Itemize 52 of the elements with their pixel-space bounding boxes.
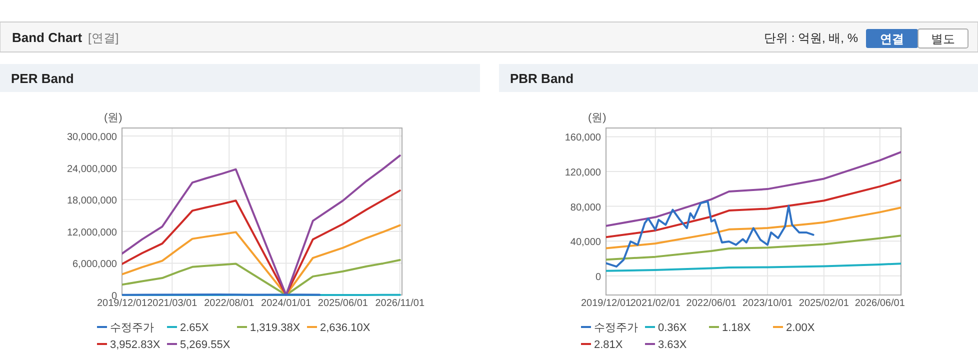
text: Band Chart [12, 30, 83, 45]
legend-label: 수정주가 [594, 322, 638, 334]
y-tick-label: 30,000,000 [66, 132, 118, 143]
line-series [606, 151, 901, 227]
legend-label: 2.81X [594, 339, 624, 351]
line-series [122, 224, 401, 296]
legend-label: 수정주가 [110, 322, 154, 334]
x-tick-label: 2023/10/01 [742, 298, 793, 309]
y-tick-label: 0 [595, 272, 602, 283]
x-tick-label: 2026/11/01 [375, 298, 425, 309]
chart-title: PER Band [11, 71, 74, 86]
x-tick-label: 2022/06/01 [686, 298, 737, 309]
x-tick-label: 2025/06/01 [318, 298, 368, 309]
x-tick-label: 2025/02/01 [798, 298, 850, 309]
y-tick-label: 12,000,000 [66, 227, 118, 238]
y-tick-label: 18,000,000 [66, 196, 118, 207]
text: 연결 [880, 32, 904, 46]
x-tick-label: 2026/06/01 [854, 298, 906, 309]
line-series [606, 234, 901, 261]
y-tick-label: 120,000 [564, 167, 602, 178]
y-tick-label: 6,000,000 [72, 259, 118, 270]
legend-label: 5,269.55X [180, 339, 231, 351]
line-series [606, 206, 901, 250]
line-series [122, 190, 401, 296]
x-tick-label: 2021/03/01 [147, 298, 198, 309]
line-series [122, 259, 401, 296]
y-axis-title: (원) [104, 112, 122, 124]
y-tick-label: 160,000 [564, 132, 602, 144]
line-series [606, 200, 814, 268]
legend-label: 2,636.10X [320, 322, 371, 334]
legend-label: 0.36X [658, 322, 688, 334]
y-axis-title: (원) [588, 112, 606, 124]
legend-label: 1,319.38X [250, 322, 301, 334]
y-tick-label: 24,000,000 [66, 164, 118, 175]
x-tick-label: 2024/01/01 [261, 298, 312, 309]
legend-label: 1.18X [722, 322, 752, 334]
legend-label: 3.63X [658, 339, 688, 351]
x-tick-label: 2021/02/01 [630, 298, 681, 309]
y-tick-label: 80,000 [570, 202, 602, 214]
x-tick-label: 2022/08/01 [204, 298, 255, 309]
x-tick-label: 2019/12/01 [580, 298, 632, 309]
legend-label: 3,952.83X [110, 339, 161, 351]
text: 별도 [931, 32, 955, 46]
text: 단위 : 억원, 배, % [764, 31, 858, 45]
line-series [122, 154, 401, 296]
chart-title: PBR Band [510, 71, 574, 86]
y-tick-label: 40,000 [570, 237, 602, 248]
legend-label: 2.00X [786, 322, 816, 334]
line-series [606, 262, 901, 272]
legend-label: 2.65X [180, 322, 210, 334]
line-series [606, 179, 901, 238]
text: [연결] [88, 31, 119, 45]
